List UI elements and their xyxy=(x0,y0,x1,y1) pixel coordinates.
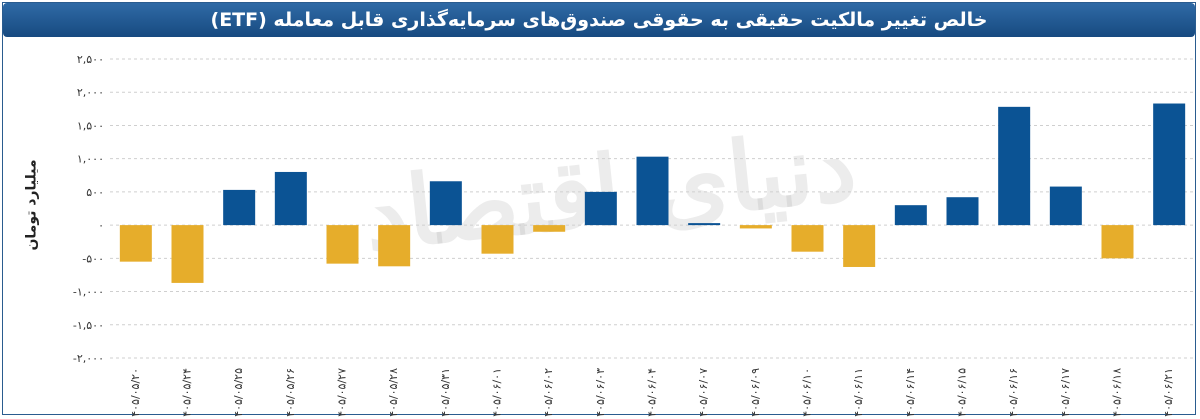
x-tick-label: ۱۴۰۵/۰۶/۰۳ xyxy=(594,368,607,419)
y-tick-label: -۱,۰۰۰ xyxy=(73,286,104,299)
chart-title-text: خالص تغییر مالکیت حقیقی به حقوقی صندوق‌ه… xyxy=(210,9,988,31)
x-tick-label: ۱۴۰۵/۰۵/۲۷ xyxy=(336,368,349,419)
y-tick-label: ۰ xyxy=(98,219,104,232)
x-tick-label: ۱۴۰۵/۰۶/۱۰ xyxy=(801,368,814,419)
bar xyxy=(688,223,721,226)
bar xyxy=(171,225,204,283)
x-tick-label: ۱۴۰۵/۰۶/۰۲ xyxy=(542,368,555,419)
x-axis-ticks: ۱۴۰۵/۰۵/۲۰ ۱۴۰۵/۰۵/۲۴ ۱۴۰۵/۰۵/۲۵ ۱۴۰۵/۰۵/۲۶… xyxy=(129,368,1175,419)
x-tick-label: ۱۴۰۵/۰۶/۱۵ xyxy=(956,368,969,419)
x-tick-label: ۱۴۰۵/۰۵/۲۴ xyxy=(181,368,194,419)
bar xyxy=(119,225,152,262)
bar xyxy=(636,156,669,226)
bar xyxy=(533,225,566,232)
y-tick-label: -۲,۰۰۰ xyxy=(73,352,104,365)
bar xyxy=(1101,225,1134,259)
bar xyxy=(584,191,617,226)
bars xyxy=(119,103,1186,283)
x-tick-label: ۱۴۰۵/۰۶/۱۸ xyxy=(1111,368,1124,419)
bar xyxy=(739,225,772,229)
x-tick-label: ۱۴۰۵/۰۶/۲۱ xyxy=(1162,368,1175,419)
chart-title: خالص تغییر مالکیت حقیقی به حقوقی صندوق‌ه… xyxy=(3,3,1195,37)
bar xyxy=(481,225,514,254)
x-tick-label: ۱۴۰۵/۰۶/۰۱ xyxy=(491,368,504,419)
x-tick-label: ۱۴۰۵/۰۶/۰۹ xyxy=(749,368,762,419)
x-tick-label: ۱۴۰۵/۰۶/۱۴ xyxy=(904,368,917,419)
y-tick-label: ۲,۵۰۰ xyxy=(77,53,104,66)
x-tick-label: ۱۴۰۵/۰۶/۰۷ xyxy=(697,368,710,419)
y-axis-ticks: -۲,۰۰۰ -۱,۵۰۰ -۱,۰۰۰ -۵۰۰ ۰ ۵۰۰ ۱,۰۰۰ ۱,۵۰۰ ۲,۰۰… xyxy=(73,53,104,365)
bar xyxy=(223,189,256,226)
x-tick-label: ۱۴۰۵/۰۶/۱۱ xyxy=(852,368,865,419)
x-tick-label: ۱۴۰۵/۰۶/۱۶ xyxy=(1007,368,1020,419)
bar xyxy=(1049,186,1082,226)
y-tick-label: ۲,۰۰۰ xyxy=(77,86,104,99)
bar xyxy=(998,106,1031,226)
x-tick-label: ۱۴۰۵/۰۶/۰۴ xyxy=(646,368,659,419)
bar xyxy=(326,225,359,264)
y-tick-label: -۵۰۰ xyxy=(82,252,104,265)
x-tick-label: ۱۴۰۵/۰۶/۱۷ xyxy=(1059,368,1072,419)
bar xyxy=(1153,103,1186,226)
bar xyxy=(946,197,979,226)
bar xyxy=(274,171,307,226)
bar xyxy=(894,205,927,226)
x-tick-label: ۱۴۰۵/۰۵/۲۰ xyxy=(129,368,142,419)
x-tick-label: ۱۴۰۵/۰۵/۳۱ xyxy=(439,368,452,419)
x-tick-label: ۱۴۰۵/۰۵/۲۵ xyxy=(232,368,245,419)
y-tick-label: ۱,۵۰۰ xyxy=(77,119,104,132)
bar xyxy=(378,225,411,267)
y-tick-label: -۱,۵۰۰ xyxy=(73,319,104,332)
x-tick-label: ۱۴۰۵/۰۵/۲۸ xyxy=(387,368,400,419)
bar xyxy=(791,225,824,252)
bar xyxy=(843,225,876,267)
x-tick-label: ۱۴۰۵/۰۵/۲۶ xyxy=(284,368,297,419)
y-tick-label: ۵۰۰ xyxy=(86,186,104,199)
y-tick-label: ۱,۰۰۰ xyxy=(77,153,104,166)
bar xyxy=(429,181,462,226)
